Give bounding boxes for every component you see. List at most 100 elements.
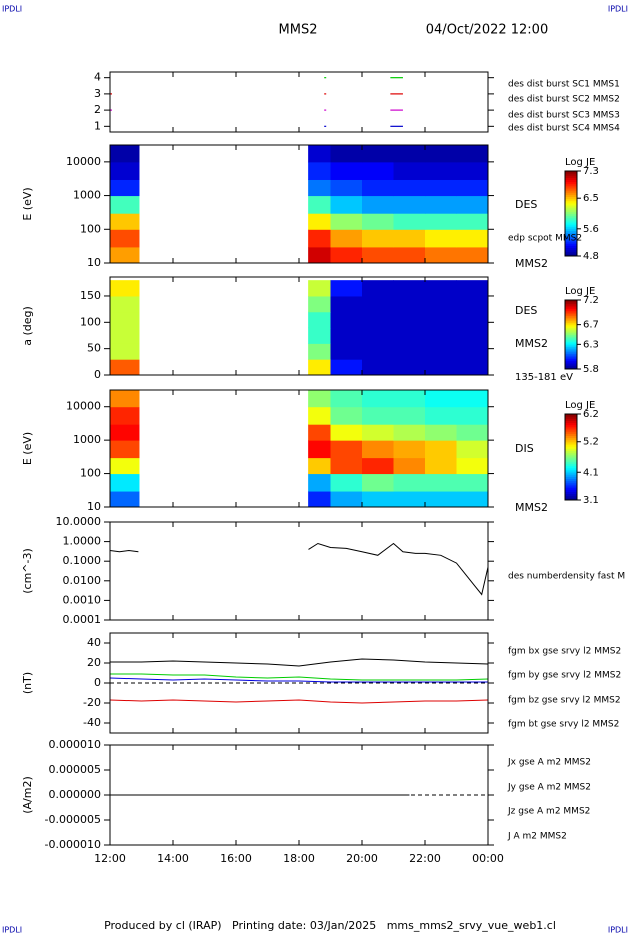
heatmap-cell [456,406,489,425]
colorbar-step [565,313,577,317]
colorbar-step [565,489,577,492]
heatmap-cell [393,311,426,329]
heatmap-cell [362,343,394,360]
heatmap-cell [330,229,363,248]
heatmap-cell [362,491,394,508]
heatmap-cell [362,213,394,230]
colorbar-tick-label: 3.1 [583,495,599,506]
colorbar-step [565,429,577,432]
colorbar-step [565,358,577,361]
heatmap-cell [393,213,426,230]
heatmap-cell [308,390,331,408]
colorbar-step [565,305,577,308]
colorbar-step [565,224,577,227]
heatmap-cell [393,343,426,360]
y-tick-label: 50 [87,342,101,355]
legend-entry: des numberdensity fast M [508,572,625,582]
corner-label: IPDLI [608,926,628,934]
heatmap-cell [456,327,489,344]
heatmap-cell [393,246,426,264]
heatmap-cell [362,406,394,425]
y-tick-label: 10000 [66,155,101,168]
heatmap-cell [330,473,363,492]
colorbar-step [565,363,577,367]
heatmap-cell [425,359,457,376]
colorbar-step [565,234,577,238]
colorbar-step [565,243,577,246]
colorbar-step [565,348,577,351]
colorbar-step [565,205,577,208]
heatmap-cell [110,457,140,475]
y-axis-label: (A/m2) [21,776,34,814]
heatmap-cell [425,179,457,197]
y-tick-label: -40 [83,716,101,729]
legend-entry: fgm bz gse srvy l2 MMS2 [508,696,621,706]
colorbar-step [565,179,577,183]
colorbar-step [565,339,577,342]
heatmap-cell [393,280,426,297]
heatmap-cell [362,295,394,313]
heatmap-cell [330,311,363,329]
colorbar-step [565,484,577,488]
heatmap-cell [456,491,489,508]
heatmap-cell [308,424,331,441]
heatmap-cell [110,295,140,313]
y-tick-label: 3 [94,87,101,100]
heatmap-cell [456,295,489,313]
colorbar-step [565,341,577,344]
colorbar-tick-label: 6.2 [583,409,599,420]
colorbar-step [565,306,577,310]
heatmap-cell [330,424,363,441]
heatmap-cell [308,145,331,163]
colorbar-step [565,190,577,193]
y-tick-label: 0.1000 [63,554,102,567]
colorbar-step [565,450,577,454]
y-tick-label: -0.000005 [45,813,101,826]
legend-entry: des dist burst SC3 MMS3 [508,111,620,121]
x-tick-label: 00:00 [472,852,504,865]
footer: Produced by cl (IRAP) Printing date: 03/… [104,919,556,932]
colorbar-step [565,303,577,306]
colorbar-step [565,236,577,240]
colorbar-step [565,317,577,320]
heatmap-cell [110,280,140,297]
colorbar-step [565,350,577,353]
heatmap-cell [362,457,394,475]
heatmap-cell [330,295,363,313]
colorbar-step [565,420,577,424]
colorbar-step [565,365,577,368]
colorbar-step [565,198,577,202]
heatmap-cell [362,440,394,459]
heatmap-cell [110,424,140,441]
y-tick-label: 10 [87,500,101,513]
legend-entry: J A m2 MMS2 [507,832,567,842]
heatmap-cell [330,491,363,508]
heatmap-cell [362,327,394,344]
heatmap-cell [456,179,489,197]
heatmap-cell [330,343,363,360]
colorbar-tick-label: 7.2 [583,295,599,306]
heatmap-cell [110,161,140,180]
heatmap-cell [110,390,140,408]
colorbar-step [565,202,577,206]
colorbar-step [565,467,577,471]
heatmap-cell [425,390,457,408]
colorbar-tick-label: 7.3 [583,166,599,177]
colorbar-label: Log JE [565,157,595,168]
colorbar-step [565,324,577,327]
colorbar-step [565,228,577,231]
heatmap-cell [425,473,457,492]
colorbar-step [565,367,577,370]
heatmap-cell [308,213,331,230]
y-tick-label: 10 [87,256,101,269]
colorbar-step [565,192,577,195]
colorbar-step [565,251,577,255]
colorbar-step [565,247,577,251]
heatmap-cell [425,406,457,425]
colorbar-step [565,469,577,473]
colorbar-step [565,194,577,197]
heatmap-cell [362,359,394,376]
heatmap-cell [425,280,457,297]
colorbar-step [565,478,577,482]
colorbar-step [565,452,577,456]
